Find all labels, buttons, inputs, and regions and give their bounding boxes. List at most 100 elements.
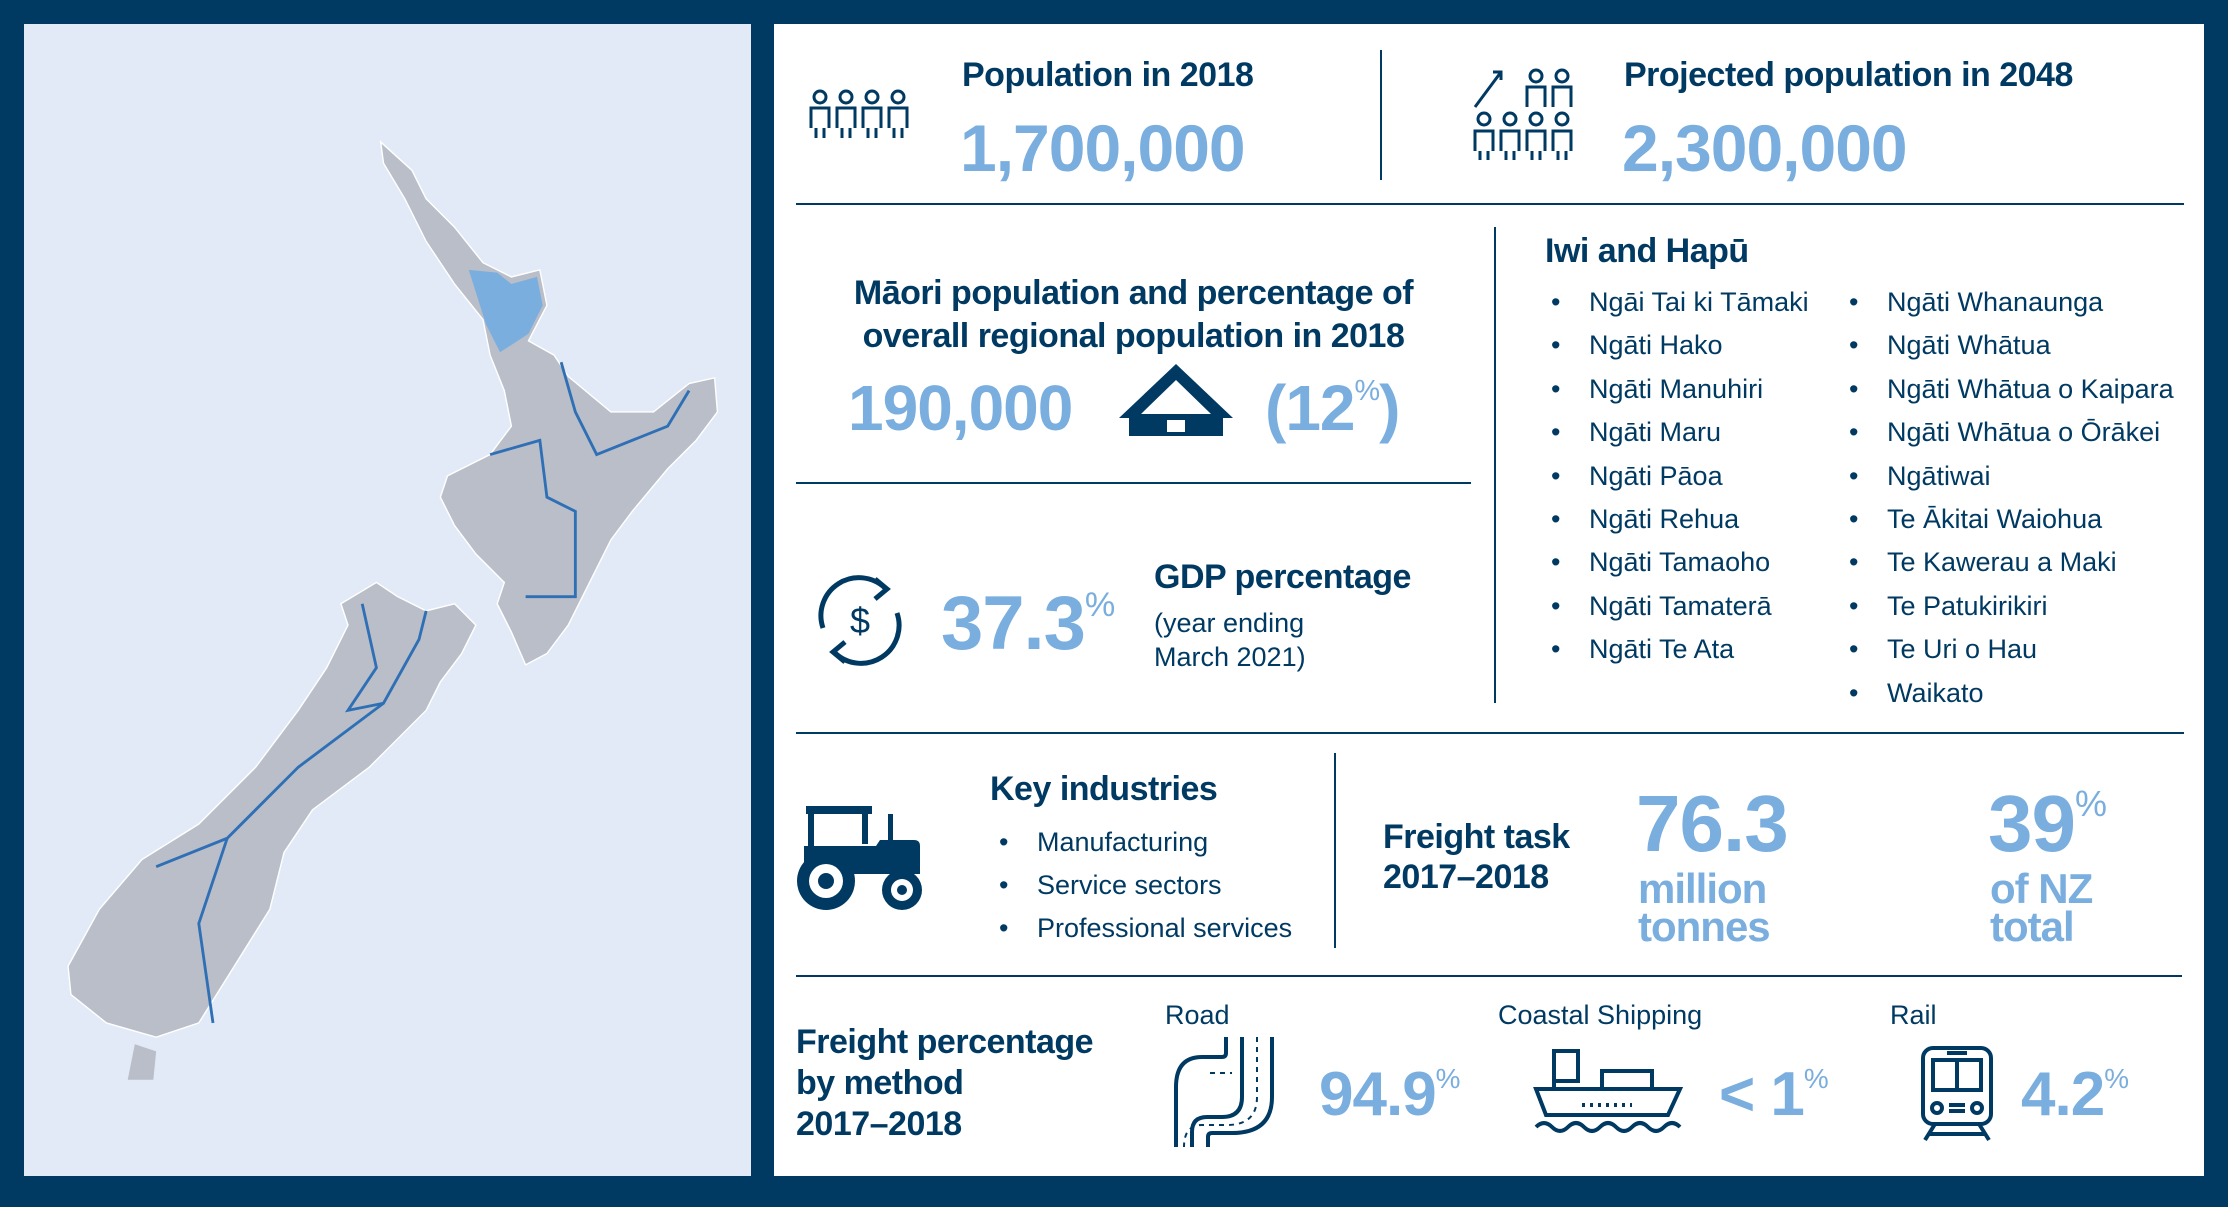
projected-label: Projected population in 2048 [1624,56,2073,94]
list-item: • Ngāti Whātua [1849,330,2051,361]
bullet: • [1849,460,1859,491]
list-item-label: Ngātiwai [1887,460,1991,491]
list-item: • Ngāti Whātua o Ōrākei [1849,417,2160,448]
maori-percent: (12%) [1265,372,1400,444]
bullet: • [1551,373,1561,404]
list-item: • Ngātiwai [1849,460,1991,492]
list-item: • Manufacturing [999,827,1209,858]
gdp-number: 37.3 [941,581,1086,666]
industries-heading: Key industries [990,770,1218,808]
list-item: • Ngāti Manuhiri [1551,373,1764,405]
list-item-label: Waikato [1887,677,1984,708]
south-island [67,581,477,1038]
list-item: • Ngāti Pāoa [1551,460,1723,492]
percent-sign: % [1435,1063,1461,1095]
label-line3: 2017–2018 [796,1105,962,1143]
list-item: • Ngāti Rehua [1551,504,1740,535]
ship-icon [1533,1049,1684,1133]
rail-label: Rail [1890,1000,1937,1030]
bullet: • [1551,417,1561,448]
list-item: • Service sectors [999,869,1222,901]
list-item-label: Te Patukirikiri [1887,590,2048,621]
gdp-label: GDP percentage [1154,558,1411,596]
freight-task-label-line1: Freight task [1383,818,1570,856]
road-label: Road [1165,1000,1230,1030]
list-item: • Ngāti Whātua o Kaipara [1849,374,2174,405]
region-map-panel [24,24,751,1176]
marae-house-icon [1119,364,1233,436]
freight-task-label-line2: 2017–2018 [1383,858,1549,896]
iwi-heading: Iwi and Hapū [1545,232,1749,270]
bullet: • [1551,547,1561,578]
bullet: • [999,912,1009,943]
people-growth-icon [1473,68,1573,160]
list-item: • Ngāi Tai ki Tāmaki [1551,287,1809,318]
list-item-label: Ngāti Te Ata [1589,634,1735,665]
list-item-label: Ngāi Tai ki Tāmaki [1589,287,1809,317]
region-boundaries [155,361,691,1024]
svg-text:$: $ [850,600,870,641]
coastal-label: Coastal Shipping [1498,1000,1703,1030]
list-item-label: Service sectors [1037,869,1222,900]
freight-task-value: 76.3 [1636,779,1789,868]
list-item: • Ngāti Tamaoho [1551,547,1771,578]
percent-sign: % [1084,585,1115,624]
tractor-icon [797,806,922,910]
bullet: • [1551,460,1561,491]
list-item-label: Ngāti Maru [1589,417,1722,448]
list-item-label: Ngāti Rehua [1589,504,1740,534]
rail-value: 4.2% [2021,1064,2129,1126]
maori-heading: Māori population and percentage of overa… [796,274,1471,356]
percent-sign: % [1354,375,1381,408]
stewart-island [127,1044,157,1080]
bullet: • [1849,417,1859,448]
list-item: • Professional services [999,912,1293,944]
gdp-note-line1: (year ending [1154,608,1305,638]
list-item: • Ngāti Hako [1551,330,1723,361]
list-item-label: Ngāti Whātua [1887,330,2051,361]
list-item-label: Te Kawerau a Maki [1887,547,2117,578]
unit-line2: tonnes [1638,903,1771,950]
bullet: • [999,869,1009,900]
list-item-label: Te Ākitai Waiohua [1887,504,2103,534]
road-percent: 94.9 [1319,1060,1437,1129]
list-item-label: Manufacturing [1037,827,1209,857]
list-item-label: Ngāti Tamaoho [1589,547,1771,578]
list-item-label: Ngāti Pāoa [1589,460,1723,491]
list-item-label: Professional services [1037,912,1293,943]
maori-value: 190,000 [848,372,1073,444]
divider [796,482,1471,484]
list-item-label: Ngāti Hako [1589,330,1723,361]
new-zealand-map [67,140,719,1080]
divider [1380,50,1382,180]
bullet: • [1849,634,1859,665]
unit-line1: million [1638,865,1767,912]
bullet: • [1551,504,1561,534]
divider [1494,227,1496,703]
list-item: • Ngāti Tamaterā [1551,590,1772,622]
divider [1334,753,1336,948]
list-item: • Waikato [1849,677,1984,709]
list-item: • Te Patukirikiri [1849,590,2048,622]
list-item-label: Ngāti Tamaterā [1589,590,1772,621]
list-item-label: Ngāti Whanaunga [1887,287,2104,317]
label-line1: Freight percentage [796,1023,1094,1061]
bullet: • [1551,287,1561,317]
bullet: • [1551,330,1561,361]
divider [796,732,2184,734]
population-value: 1,700,000 [960,111,1246,185]
list-item-label: Ngāti Manuhiri [1589,373,1764,404]
road-icon [1174,1037,1274,1147]
north-island [379,140,719,666]
percent-sign: % [1803,1063,1829,1095]
bullet: • [1849,677,1859,708]
freight-share-value: 39 [1988,779,2076,868]
rail-percent: 4.2 [2021,1060,2105,1129]
list-item: • Ngāti Maru [1551,417,1722,448]
list-item: • Te Kawerau a Maki [1849,547,2117,578]
list-item: • Te Uri o Hau [1849,634,2037,665]
bullet: • [1849,504,1859,534]
population-label: Population in 2018 [962,56,1254,94]
freight-method-label: Freight percentage by method 2017–2018 [796,1022,1094,1145]
bullet: • [1551,590,1561,621]
